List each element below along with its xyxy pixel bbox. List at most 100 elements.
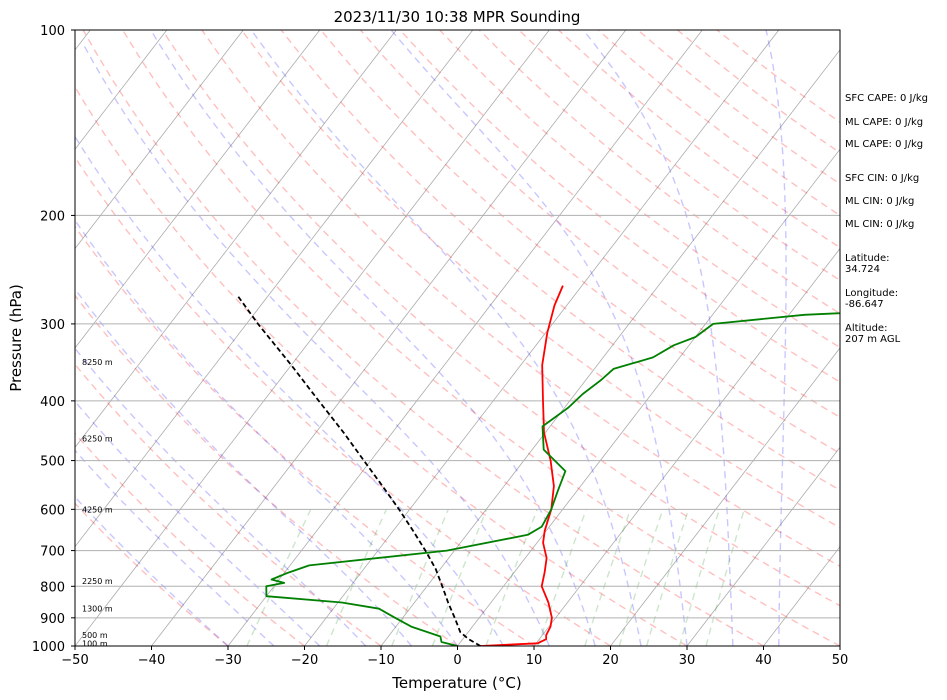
mixing-ratio-line (431, 509, 488, 646)
height-label: 2250 m (82, 577, 113, 586)
dry-adiabat-line (82, 30, 764, 646)
isotherm-line (533, 247, 840, 646)
x-tick-label: −20 (291, 653, 318, 668)
longitude-label: Longitude: -86.647 (845, 288, 899, 310)
y-tick-label: 900 (40, 612, 65, 627)
dry-adiabat-line (161, 30, 840, 607)
sounding-profiles (236, 285, 840, 646)
height-label: 8250 m (82, 358, 113, 367)
dry-adiabat-line (75, 225, 535, 646)
isotherm-line (75, 30, 550, 646)
isotherm-line (686, 446, 840, 646)
parcel-profile (236, 295, 481, 646)
y-tick-label: 300 (40, 318, 65, 333)
isotherm-line (75, 30, 321, 349)
dry-adiabat-line (241, 30, 840, 529)
latitude-label: Latitude: 34.724 (845, 253, 890, 275)
ml-cape-label: ML CAPE: 0 J/kg (845, 117, 924, 128)
isotherm-line (380, 49, 840, 646)
dry-adiabat-line (75, 85, 688, 646)
isotherm-line (75, 30, 474, 548)
ml-cin-label-2: ML CIN: 0 J/kg (845, 219, 915, 230)
y-tick-label: 800 (40, 580, 65, 595)
isotherm-line (304, 30, 780, 646)
dry-adiabat-line (122, 30, 840, 646)
isotherm-line (75, 30, 397, 448)
y-tick-label: 100 (40, 24, 65, 39)
x-tick-label: 40 (755, 653, 772, 668)
height-label: 100 m (82, 639, 108, 648)
sfc-cape-label: SFC CAPE: 0 J/kg (845, 93, 928, 104)
moist-adiabat-line (75, 400, 321, 646)
height-label: 4250 m (82, 505, 113, 514)
y-axis-label: Pressure (hPa) (7, 284, 25, 392)
height-label: 500 m (82, 631, 108, 640)
y-tick-label: 500 (40, 455, 65, 470)
y-tick-label: 600 (40, 503, 65, 518)
x-tick-label: 30 (679, 653, 696, 668)
sfc-cin-label: SFC CIN: 0 J/kg (845, 173, 920, 184)
moist-adiabat-line (250, 30, 642, 646)
moist-adiabat-line (150, 30, 596, 646)
mixing-ratio-line (325, 509, 388, 646)
moist-adiabat-line (75, 135, 504, 646)
y-tick-label: 1000 (32, 640, 65, 655)
moist-adiabat-line (82, 42, 550, 646)
isotherm-line (227, 30, 703, 646)
x-tick-label: −30 (214, 653, 241, 668)
x-tick-label: 10 (526, 653, 543, 668)
y-tick-label: 700 (40, 545, 65, 560)
plot-frame (74, 29, 841, 647)
moist-adiabat-line (75, 495, 229, 646)
isotherm-line (75, 30, 244, 250)
dry-adiabat-line (75, 432, 305, 646)
altitude-label: Altitude: 207 m AGL (845, 323, 901, 345)
x-tick-label: −40 (138, 653, 165, 668)
dry-adiabat-line (320, 30, 840, 455)
mixing-ratio-line (485, 509, 538, 646)
x-tick-label: 50 (832, 653, 849, 668)
isotherm-line (75, 30, 168, 150)
isotherm-line (610, 347, 840, 646)
mixing-ratio-line (678, 509, 721, 646)
dry-adiabat-line (75, 502, 229, 646)
dry-adiabat-line (75, 156, 611, 646)
chart-title: 2023/11/30 10:38 MPR Sounding (334, 8, 581, 26)
temperature-profile (480, 285, 564, 646)
height-label: 6250 m (82, 434, 113, 443)
moist-adiabat-line (75, 288, 413, 646)
pressure-gridlines (75, 29, 840, 647)
ml-cin-label: ML CIN: 0 J/kg (845, 196, 915, 207)
moist-adiabat-line (390, 30, 688, 646)
dry-adiabat-line (399, 30, 840, 383)
dry-adiabat-line (280, 30, 840, 491)
mixing-ratio-line (584, 509, 632, 646)
y-tick-label: 400 (40, 395, 65, 410)
dry-adiabat-line (75, 363, 382, 646)
y-axis-ticks: 1000 900 800 700 600 500 400 300 200 100 (32, 24, 75, 655)
moist-adiabat-line (582, 30, 734, 646)
mixing-ratio-line (705, 509, 745, 646)
x-tick-label: −50 (61, 653, 88, 668)
ml-cape-label-2: ML CAPE: 0 J/kg (845, 139, 924, 150)
dry-adiabat-line (359, 30, 840, 419)
mixing-ratio-line (246, 509, 312, 646)
moist-adiabat-line (75, 347, 367, 646)
moist-adiabat-line (75, 449, 275, 646)
dry-adiabat-line (75, 294, 458, 646)
moist-adiabat-line (765, 30, 787, 646)
y-tick-label: 200 (40, 209, 65, 224)
x-axis-ticks: −50 −40 −30 −20 −10 0 10 20 30 40 50 (61, 646, 848, 668)
x-tick-label: 0 (453, 653, 461, 668)
background-lines (75, 30, 840, 646)
x-tick-label: −10 (367, 653, 394, 668)
dewpoint-profile (265, 312, 840, 646)
height-label: 1300 m (82, 605, 113, 614)
isotherm-line (151, 30, 627, 646)
dry-adiabat-line (201, 30, 840, 567)
moist-adiabat-line (75, 219, 459, 646)
x-axis-label: Temperature (°C) (391, 674, 521, 692)
x-tick-label: 20 (602, 653, 619, 668)
